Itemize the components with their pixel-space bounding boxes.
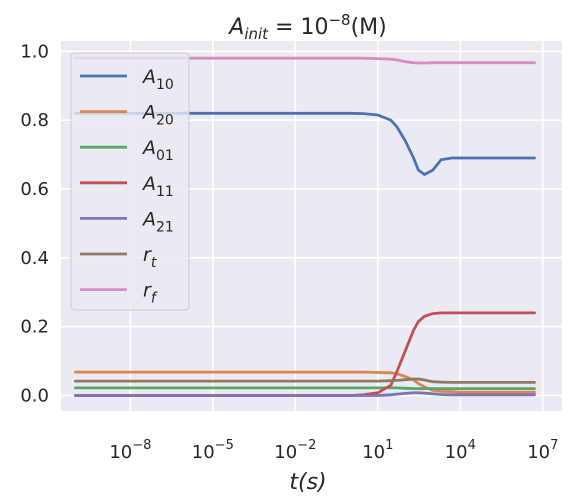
x-tick-exponent: −2	[297, 438, 316, 453]
x-tick-label: 107	[527, 438, 558, 463]
legend-label-sub: 10	[156, 77, 174, 93]
title-eq: = 10	[268, 15, 328, 40]
title-base: A	[227, 15, 244, 40]
legend-label-sub: 21	[156, 219, 174, 235]
x-axis-label: t(s)	[289, 470, 326, 495]
x-tick-base: 10	[445, 442, 468, 463]
legend-label: A11	[141, 173, 174, 200]
legend-label: A01	[141, 137, 174, 164]
x-tick-exponent: 4	[468, 438, 476, 453]
y-tick-label: 0.6	[20, 179, 49, 200]
legend-label-sub: 20	[156, 113, 174, 129]
legend-label-sub: f	[151, 291, 158, 307]
y-tick-label: 0.2	[20, 317, 49, 338]
title-tail: (M)	[351, 15, 387, 40]
x-tick-exponent: −5	[215, 438, 234, 453]
legend-label: rt	[143, 244, 157, 271]
x-tick-exponent: 1	[385, 438, 393, 453]
series-line-A10	[74, 111, 536, 176]
series-layer	[74, 56, 536, 397]
series-line-A01	[74, 386, 536, 391]
x-tick-label: 10−8	[109, 438, 151, 463]
x-tick-base: 10	[109, 442, 132, 463]
y-tick-label: 0.4	[20, 248, 49, 269]
y-axis-ticks: 0.0 0.2 0.4 0.6 0.8 1.0	[20, 41, 49, 406]
x-tick-base: 10	[192, 442, 215, 463]
x-axis-ticks: 10−8 10−5 10−2 101 104 107	[109, 438, 558, 463]
x-tick-label: 104	[445, 438, 476, 463]
x-tick-exponent: −8	[132, 438, 151, 453]
legend-label: A21	[141, 208, 174, 235]
x-tick-base: 10	[527, 442, 550, 463]
y-tick-label: 0.0	[20, 386, 49, 407]
legend-label-base: A	[141, 66, 156, 88]
legend-label: A20	[141, 102, 174, 129]
series-line-rt	[74, 377, 536, 384]
legend-label-base: A	[141, 102, 156, 124]
x-tick-exponent: 7	[550, 438, 558, 453]
legend-label-sub: t	[151, 255, 157, 271]
legend-label: rf	[143, 280, 158, 307]
legend-label-sub: 01	[156, 148, 174, 164]
y-tick-label: 0.8	[20, 110, 49, 131]
legend-label-base: A	[141, 137, 156, 159]
legend-label-base: r	[143, 244, 152, 266]
legend-label-base: A	[141, 173, 156, 195]
legend-label-base: A	[141, 208, 156, 230]
legend-label-sub: 11	[156, 184, 174, 200]
legend-label: A10	[141, 66, 174, 93]
x-tick-label: 101	[362, 438, 393, 463]
x-tick-base: 10	[362, 442, 385, 463]
legend-label-base: r	[143, 280, 152, 302]
x-tick-label: 10−2	[274, 438, 316, 463]
series-line-A21	[74, 391, 536, 397]
x-tick-label: 10−5	[192, 438, 234, 463]
title-sub: init	[244, 25, 269, 43]
series-line-rf	[74, 56, 536, 65]
series-line-A20	[74, 370, 536, 394]
y-tick-label: 1.0	[20, 41, 49, 62]
legend-box	[70, 52, 190, 311]
x-tick-base: 10	[274, 442, 297, 463]
title-sup: −8	[328, 11, 350, 29]
chart-title: Ainit = 10−8(M)	[227, 11, 387, 43]
